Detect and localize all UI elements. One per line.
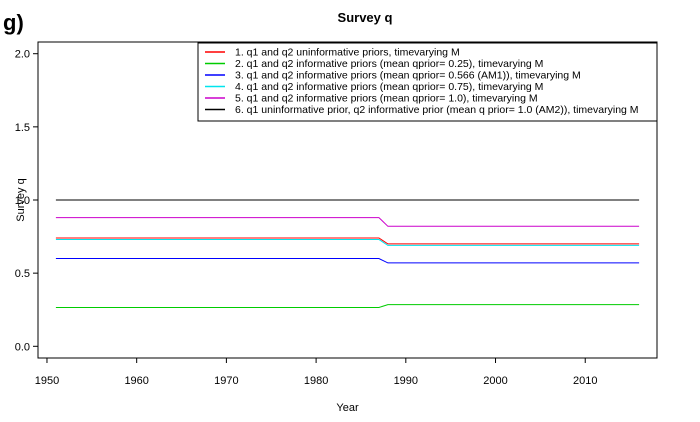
- y-tick-label: 0.0: [15, 341, 30, 353]
- y-tick-label: 2.0: [15, 49, 30, 61]
- x-tick-label: 1950: [35, 375, 59, 387]
- x-tick-label: 1960: [124, 375, 148, 387]
- x-tick-label: 1970: [214, 375, 238, 387]
- legend-label-5: 5. q1 and q2 informative priors (mean qp…: [235, 93, 538, 105]
- legend-box: [197, 42, 658, 122]
- y-axis-label: Survey q: [15, 178, 27, 221]
- series-line-4: [55, 239, 640, 246]
- legend-label-2: 2. q1 and q2 informative priors (mean qp…: [235, 58, 543, 70]
- chart-title: Survey q: [338, 10, 393, 25]
- y-tick-label: 0.5: [15, 268, 30, 280]
- legend-label-3: 3. q1 and q2 informative priors (mean qp…: [235, 70, 581, 82]
- x-axis: 1950 1960 1970 1980 1990 2000 2010: [35, 357, 597, 387]
- y-tick-label: 1.5: [15, 122, 30, 134]
- series-line-3: [55, 258, 640, 264]
- x-tick-label: 2010: [573, 375, 597, 387]
- legend-label-4: 4. q1 and q2 informative priors (mean qp…: [235, 81, 543, 93]
- series-line-1: [55, 237, 640, 245]
- panel-label: g): [3, 10, 24, 35]
- y-tick-label: 1.0: [15, 195, 30, 207]
- legend-label-1: 1. q1 and q2 uninformative priors, timev…: [235, 47, 460, 59]
- legend-label-6: 6. q1 uninformative prior, q2 informativ…: [235, 104, 639, 116]
- x-axis-label: Year: [336, 402, 359, 414]
- legend: 1. q1 and q2 uninformative priors, timev…: [197, 42, 658, 122]
- series-line-2: [55, 304, 640, 308]
- series-layer: [55, 199, 640, 308]
- x-tick-label: 1980: [304, 375, 328, 387]
- series-line-5: [55, 217, 640, 227]
- y-axis: 0.0 0.5 1.0 1.5 2.0: [15, 49, 39, 353]
- x-tick-label: 2000: [483, 375, 507, 387]
- x-tick-label: 1990: [394, 375, 418, 387]
